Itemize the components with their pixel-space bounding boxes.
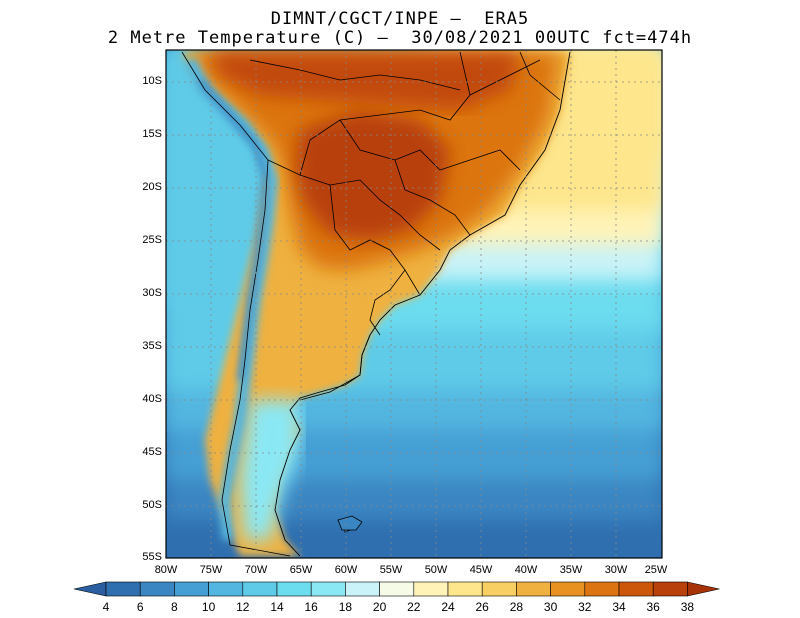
lat-label-20S: 20S [142, 181, 162, 193]
colorbar-label: 4 [102, 600, 110, 614]
lon-label-45W: 45W [469, 564, 493, 576]
colorbar-arrow-right [687, 581, 720, 597]
land-cool-patagonia [240, 400, 300, 540]
colorbar-segment [276, 581, 312, 597]
lon-label-60W: 60W [334, 564, 358, 576]
falkland-islands [337, 515, 363, 531]
temperature-field [166, 50, 662, 558]
graticule-lines [166, 50, 662, 558]
colorbar-segment [618, 581, 654, 597]
lon-label-75W: 75W [199, 564, 223, 576]
lon-label-55W: 55W [379, 564, 403, 576]
colorbar-segment [413, 581, 449, 597]
colorbar-label: 30 [543, 600, 558, 614]
colorbar-label: 12 [236, 600, 250, 614]
lat-label-45S: 45S [142, 446, 162, 458]
colorbar-label: 20 [372, 600, 387, 614]
colorbar-label: 6 [136, 600, 144, 614]
colorbar-segment [174, 581, 209, 597]
colorbar-segment [242, 581, 278, 597]
lon-label-80W: 80W [154, 564, 178, 576]
colorbar-segment [550, 581, 586, 597]
lon-label-25W: 25W [644, 564, 668, 576]
colorbar-segment [379, 581, 415, 597]
lon-label-40W: 40W [514, 564, 538, 576]
lat-label-50S: 50S [142, 499, 162, 511]
colorbar-label: 16 [304, 600, 318, 614]
land-hottest-core [295, 110, 450, 240]
lon-label-50W: 50W [424, 564, 448, 576]
colorbar-segment [208, 581, 244, 597]
colorbar-segment [345, 581, 380, 597]
colorbar-label: 38 [680, 600, 695, 614]
colorbar-label: 8 [171, 600, 178, 614]
land-hot-north [210, 52, 520, 110]
land-mild-south [280, 290, 360, 380]
lon-label-65W: 65W [289, 564, 313, 576]
colorbar-label: 18 [338, 600, 353, 614]
colorbar-label: 14 [270, 600, 284, 614]
colorbar-segment [447, 581, 483, 597]
lat-label-40S: 40S [142, 393, 162, 405]
lon-label-35W: 35W [559, 564, 583, 576]
colorbar-label: 24 [441, 600, 455, 614]
andes-coldest-strip [198, 78, 268, 381]
colorbar-segment [105, 581, 141, 597]
colorbar-label: 28 [509, 600, 524, 614]
colorbar-label: 26 [475, 600, 489, 614]
lat-label-30S: 30S [142, 287, 162, 299]
coastline [274, 51, 571, 557]
colorbar-label: 22 [407, 600, 421, 614]
colorbar-label: 36 [646, 600, 660, 614]
lon-label-30W: 30W [604, 564, 628, 576]
colorbar-segment [652, 581, 688, 597]
colorbar-label: 32 [578, 600, 592, 614]
colorbar-segment [481, 581, 517, 597]
lat-label-55S: 55S [142, 551, 162, 563]
colorbar-label: 10 [201, 600, 216, 614]
map-title-line-1: DIMNT/CGCT/INPE – ERA5 [270, 9, 530, 29]
colorbar-segment [516, 581, 551, 597]
colorbar-segment [584, 581, 620, 597]
lat-label-15S: 15S [142, 128, 162, 140]
colorbar-label: 34 [612, 600, 626, 614]
lat-label-25S: 25S [142, 234, 162, 246]
colorbar-segment [310, 581, 346, 597]
lat-label-35S: 35S [142, 340, 162, 352]
colorbar-arrow-left [73, 581, 107, 597]
lon-label-70W: 70W [244, 564, 268, 576]
map-title-line-2: 2 Metre Temperature (C) – 30/08/2021 00U… [107, 28, 693, 48]
lat-label-10S: 10S [142, 75, 162, 87]
colorbar [73, 581, 720, 597]
map-border [165, 49, 663, 559]
colorbar-segment [139, 581, 175, 597]
